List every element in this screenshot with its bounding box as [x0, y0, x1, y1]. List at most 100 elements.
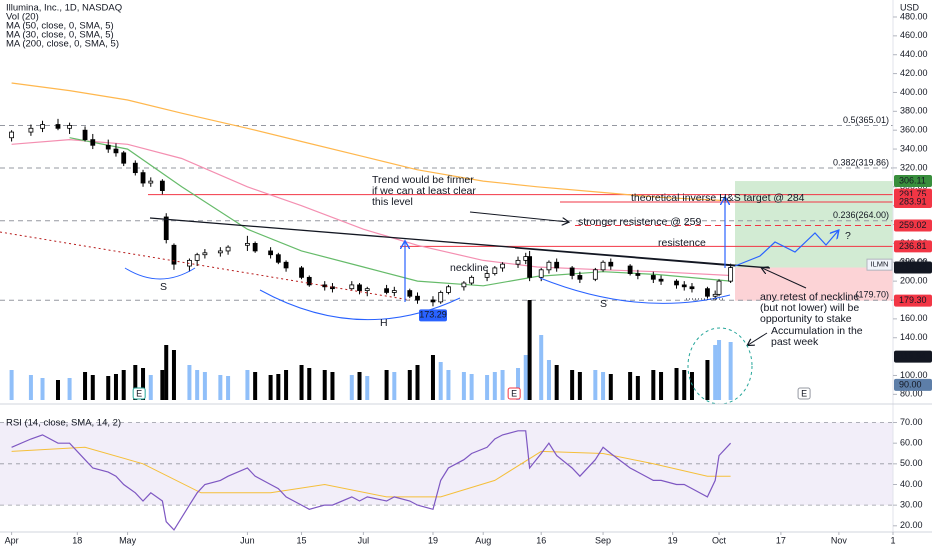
- volume-bar: [608, 374, 613, 400]
- x-tick-label: 19: [668, 535, 678, 545]
- volume-bar: [218, 375, 223, 400]
- volume-bar: [570, 370, 575, 400]
- annotation: H: [380, 317, 388, 329]
- candle-body: [82, 129, 88, 141]
- volume-bar: [485, 375, 490, 400]
- annotation: (but not lower) will be: [760, 302, 859, 314]
- price-flag: [894, 195, 932, 208]
- candle-body: [275, 254, 281, 263]
- neckline-right: [514, 247, 736, 267]
- annotation-arrow: [469, 211, 568, 222]
- volume-bar: [307, 368, 312, 400]
- price-flag-label: 119.94: [899, 351, 926, 361]
- low-flag-label: 173.29: [419, 310, 447, 320]
- rsi-line: [11, 430, 732, 531]
- background-layer: [0, 124, 893, 506]
- candle-body: [716, 280, 722, 295]
- volume-bar: [593, 370, 598, 400]
- rsi-band: [0, 422, 893, 506]
- x-tick-label: 19: [428, 535, 438, 545]
- price-flag-label: 214.39: [899, 262, 927, 272]
- candle-body: [55, 124, 61, 129]
- volume-bar: [349, 375, 354, 400]
- legend-entry: MA (200, close, 0, SMA, 5): [6, 39, 119, 50]
- volume-bar: [164, 345, 169, 400]
- ticker-label: ILMN: [871, 260, 889, 269]
- candle-body: [569, 267, 575, 276]
- candle-body: [500, 263, 505, 269]
- y-tick-label: 420.00: [900, 68, 928, 78]
- volume-bar: [674, 368, 679, 400]
- low-flag: [419, 309, 447, 322]
- price-flag-label: 283.91: [899, 196, 927, 206]
- candle-body: [132, 162, 138, 174]
- volume-bar: [438, 362, 443, 400]
- rsi-tick-label: 60.00: [900, 438, 923, 448]
- volume-bar: [705, 360, 710, 400]
- volume-bar: [202, 372, 207, 400]
- volume-bar: [55, 380, 60, 400]
- price-flag: [894, 240, 932, 253]
- y-tick-label: 80.00: [900, 389, 923, 399]
- volume-bar: [628, 372, 633, 400]
- volume-bar: [539, 335, 544, 400]
- volume-bar: [322, 370, 327, 400]
- price-flag-label: 236.81: [899, 241, 927, 251]
- volume-bar: [635, 376, 640, 400]
- x-tick-label: 16: [536, 535, 546, 545]
- price-flag: [894, 350, 932, 363]
- candle-body: [113, 148, 119, 154]
- legend-entry: MA (50, close, 0, SMA, 5): [6, 21, 114, 32]
- price-flag-label: 306.11: [899, 175, 926, 185]
- x-tick-label: Sep: [595, 535, 611, 545]
- neckline: [149, 217, 771, 269]
- price-flag: [894, 261, 932, 274]
- rsi-tick-label: 70.00: [900, 417, 923, 427]
- annotation: if we can at least clear: [372, 185, 476, 197]
- candle-body: [461, 282, 467, 288]
- price-flag-label: 179.30: [899, 295, 927, 305]
- volume-bar: [713, 345, 718, 400]
- candle-body: [306, 276, 312, 286]
- x-tick-label: 15: [297, 535, 307, 545]
- candle-body: [728, 267, 734, 282]
- y-tick-label: 360.00: [900, 125, 928, 135]
- volume-bar: [651, 370, 656, 400]
- fib-label: (179.70): [855, 290, 889, 300]
- volume-bar: [284, 370, 289, 400]
- chart-title: Illumina, Inc., 1D, NASDAQ: [6, 3, 122, 14]
- rsi-tick-label: 20.00: [900, 520, 923, 530]
- candle-body: [438, 292, 444, 303]
- candle-body: [159, 180, 165, 191]
- candle-body: [391, 290, 397, 293]
- volume-bar: [500, 370, 505, 400]
- ticker-flag: [866, 258, 893, 271]
- candle-body: [28, 127, 34, 133]
- volume-bar: [357, 372, 362, 400]
- rsi-tick-label: 50.00: [900, 458, 923, 468]
- volume-bar: [492, 372, 497, 400]
- candle-body: [90, 139, 96, 146]
- projection-path: [734, 231, 838, 267]
- x-tick-label: Jun: [240, 535, 255, 545]
- target-zone: [735, 181, 893, 268]
- annotation-arrow: [748, 332, 768, 345]
- y-tick-label: 160.00: [900, 313, 928, 323]
- volume-bar: [682, 370, 687, 400]
- volume-bar: [415, 365, 420, 400]
- fib-label: 0.5(365.01): [843, 115, 889, 125]
- candle-body: [538, 269, 544, 278]
- currency-label: USD: [900, 2, 920, 12]
- left-shoulder-curve: [124, 267, 196, 280]
- candle-body: [349, 284, 355, 290]
- volume-bar: [330, 372, 335, 400]
- candle-body: [225, 246, 231, 252]
- volume-bar: [195, 370, 200, 400]
- candle-body: [608, 261, 614, 267]
- volume-bar: [40, 378, 45, 400]
- candle-body: [635, 273, 641, 276]
- candle-body: [148, 180, 154, 184]
- head-curve: [259, 289, 461, 321]
- annotation: opportunity to stake: [760, 313, 852, 325]
